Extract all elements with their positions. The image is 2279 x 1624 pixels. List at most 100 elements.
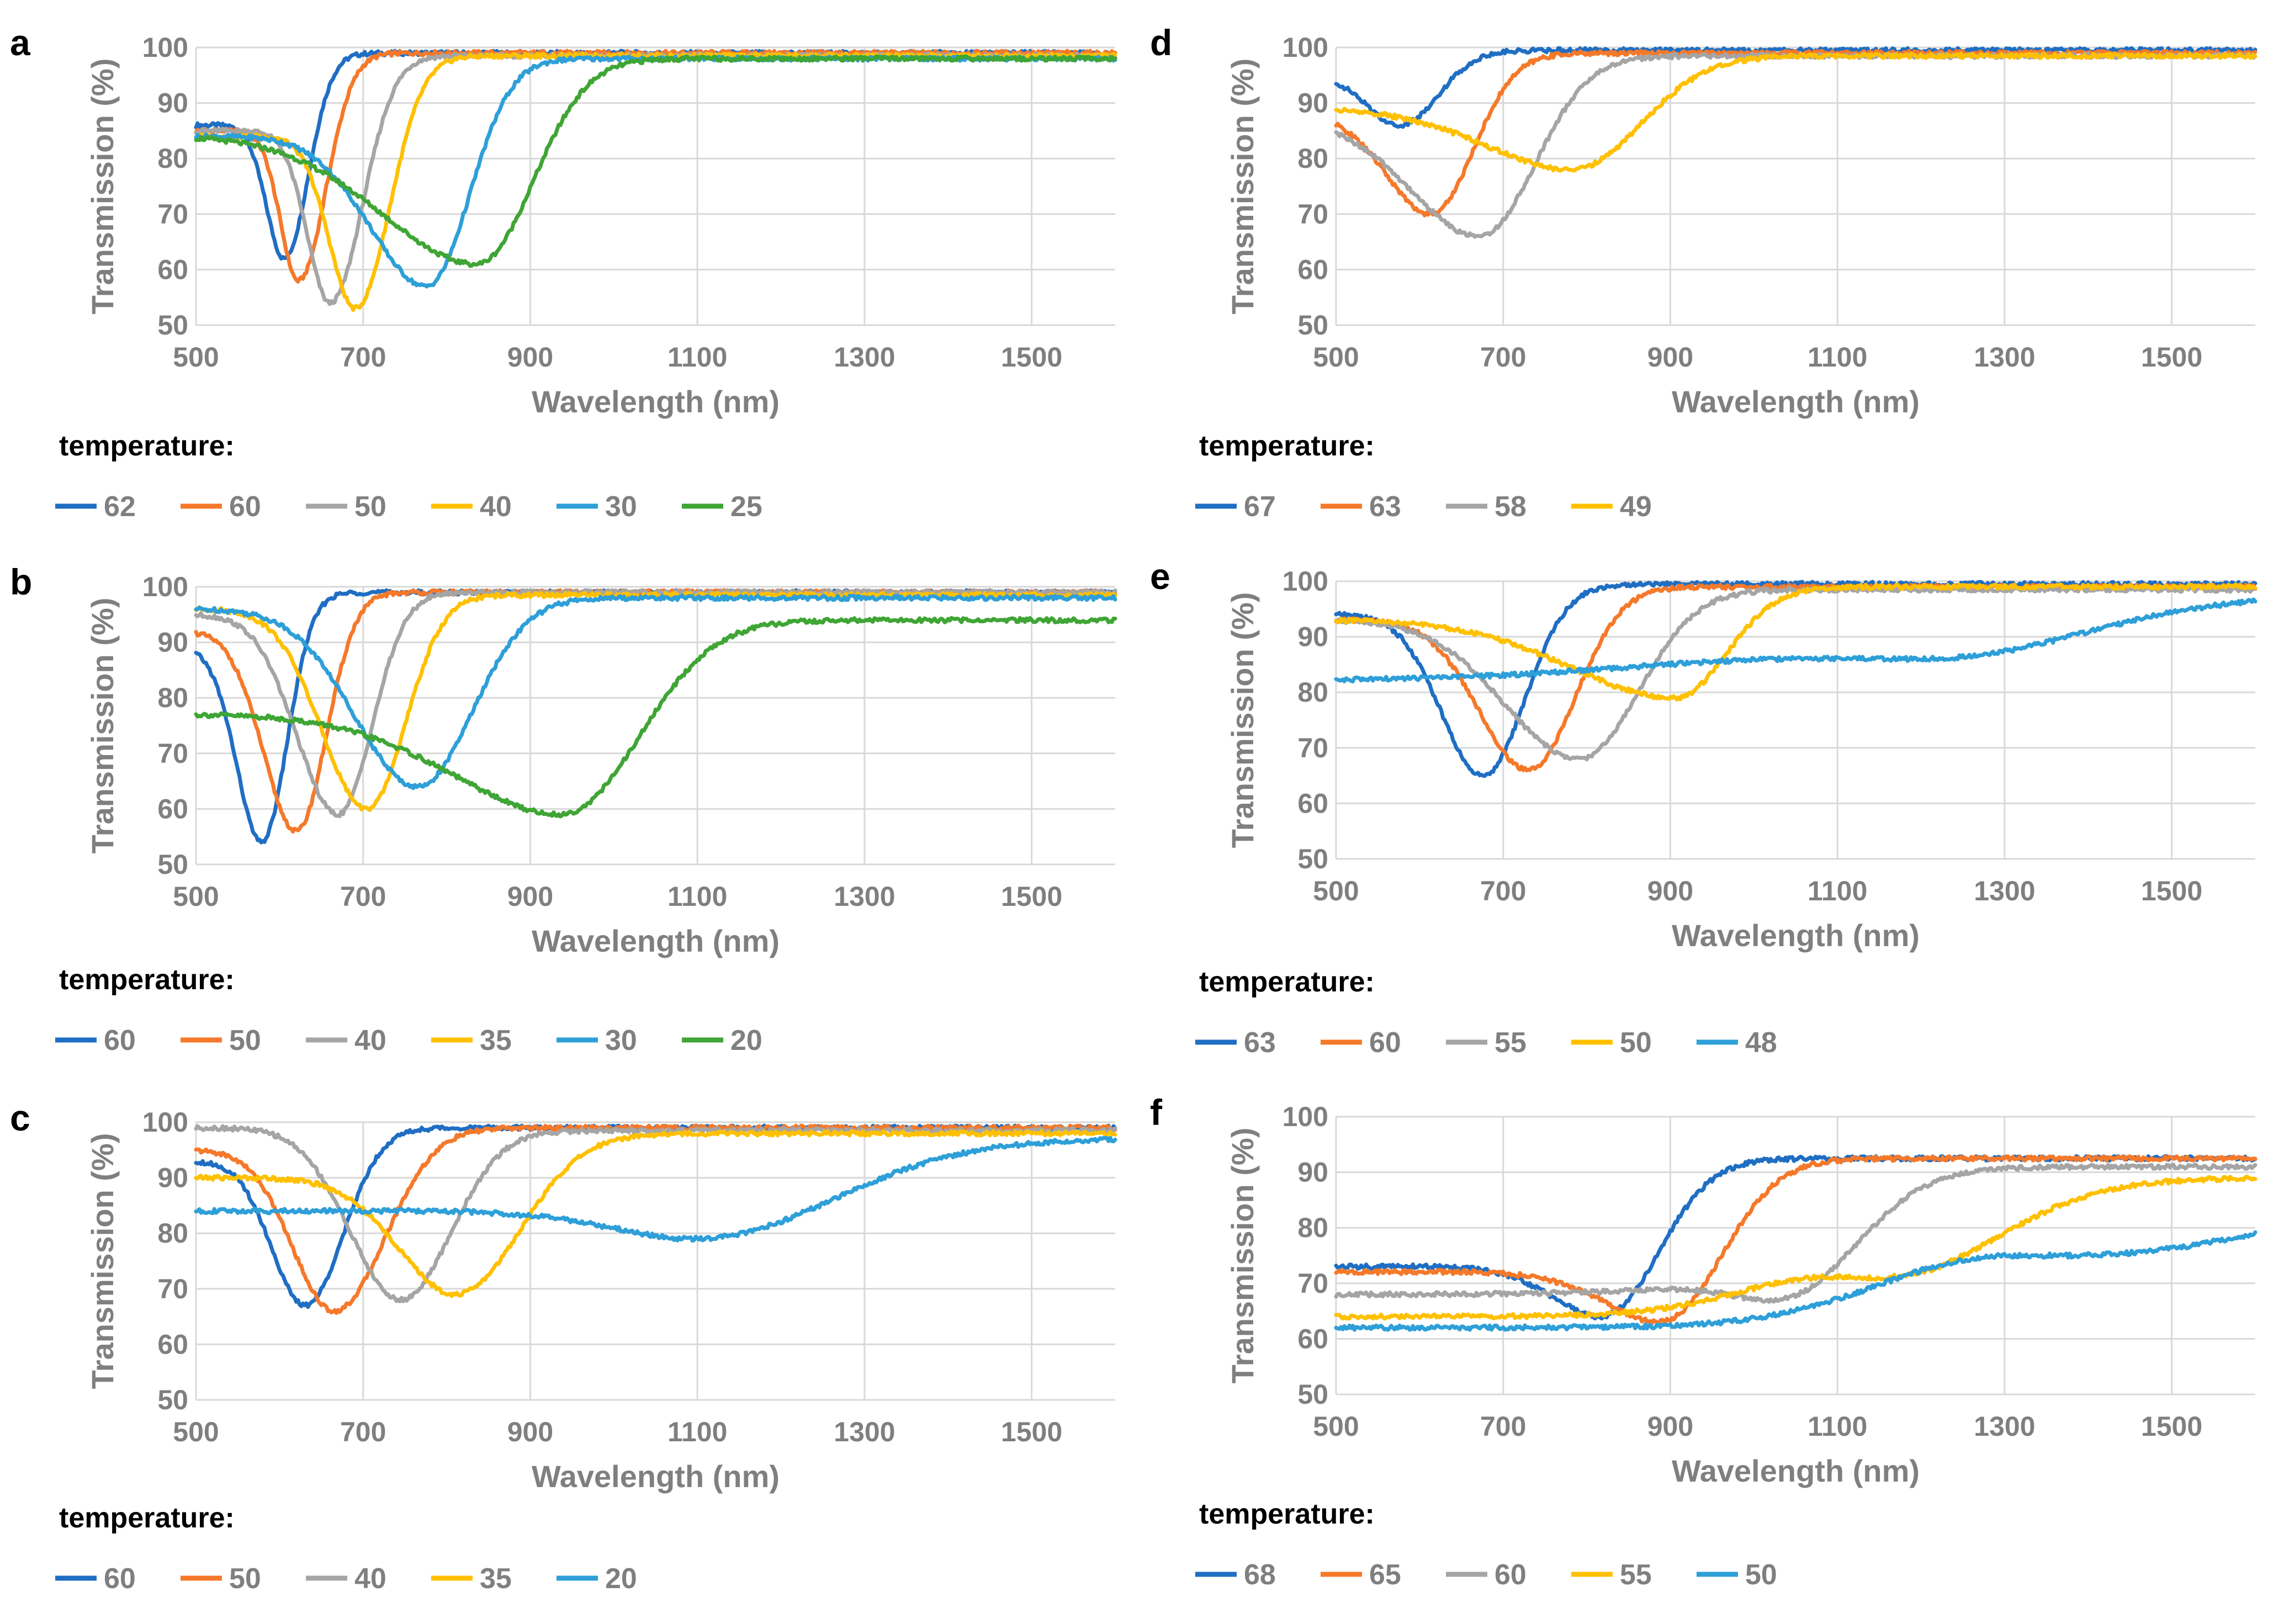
x-tick-label: 500	[173, 881, 219, 912]
y-tick-label: 50	[1297, 843, 1328, 874]
legend-label-60: 60	[104, 1025, 136, 1057]
legend-label-40: 40	[354, 1563, 386, 1595]
y-tick-label: 80	[157, 682, 188, 713]
x-tick-label: 700	[1480, 875, 1526, 906]
x-tick-label: 500	[1313, 342, 1359, 373]
y-tick-label: 80	[157, 143, 188, 174]
legend-heading: temperature:	[1199, 430, 1375, 462]
y-axis-title: Transmission (%)	[1225, 592, 1260, 848]
x-tick-label: 1300	[1974, 1411, 2035, 1442]
y-tick-label: 60	[157, 1329, 188, 1360]
series-line-63	[1334, 580, 2257, 778]
legend-heading: temperature:	[1199, 1498, 1375, 1530]
y-axis-title: Transmission (%)	[1225, 59, 1260, 315]
legend-label-55: 55	[1620, 1559, 1652, 1591]
legend-label-30: 30	[605, 491, 637, 523]
legend-label-60: 60	[229, 491, 261, 523]
y-tick-label: 90	[1297, 88, 1328, 119]
x-tick-label: 1500	[1001, 342, 1062, 373]
y-tick-label: 60	[1297, 788, 1328, 819]
series-line-50	[194, 1123, 1117, 1315]
chart-panel-d: d 50 60 70 80 90 100 500 700 900 1100 1300 1500 Wavel…	[1150, 22, 2257, 523]
x-axis-title: Wavelength (nm)	[1672, 918, 1920, 953]
y-tick-label: 80	[1297, 143, 1328, 174]
y-tick-label: 80	[1297, 1212, 1328, 1243]
x-tick-label: 700	[340, 881, 386, 912]
chart-panel-f: f 50 60 70 80 90 100 500 700 900 1100 1300 1500 Wavel…	[1150, 1092, 2257, 1591]
x-tick-label: 1100	[667, 881, 727, 912]
y-tick-label: 100	[142, 32, 188, 63]
legend-label-68: 68	[1244, 1559, 1276, 1591]
series-line-20	[194, 1135, 1117, 1243]
legend-label-30: 30	[605, 1025, 637, 1057]
series-line-55	[1334, 1174, 2257, 1321]
x-tick-label: 1500	[2141, 875, 2202, 906]
legend-label-48: 48	[1745, 1027, 1777, 1059]
y-tick-label: 50	[1297, 310, 1328, 341]
x-tick-label: 1500	[2141, 342, 2202, 373]
legend-label-50: 50	[354, 491, 386, 523]
x-tick-label: 1100	[1808, 875, 1867, 906]
y-tick-label: 50	[157, 849, 188, 880]
x-tick-label: 1500	[1001, 1416, 1062, 1447]
x-tick-label: 900	[1647, 875, 1693, 906]
chart-panel-c: c 50 60 70 80 90 100 500 700 900 1100 1300 1500 Wavel…	[10, 1097, 1117, 1595]
panel-letter-f: f	[1150, 1092, 1163, 1133]
series-line-25	[194, 54, 1117, 268]
x-tick-label: 500	[173, 342, 219, 373]
y-tick-label: 70	[1297, 1268, 1328, 1299]
series-line-30	[194, 593, 1117, 790]
y-tick-label: 60	[1297, 1323, 1328, 1354]
x-tick-label: 1100	[1808, 1411, 1867, 1442]
legend-label-63: 63	[1244, 1027, 1276, 1059]
x-axis-title: Wavelength (nm)	[532, 384, 780, 419]
y-tick-label: 100	[142, 1107, 188, 1138]
legend-label-20: 20	[605, 1563, 637, 1595]
x-tick-label: 1100	[667, 1416, 727, 1447]
y-axis-title: Transmission (%)	[1225, 1128, 1260, 1384]
y-tick-label: 50	[157, 310, 188, 341]
y-tick-label: 100	[1282, 566, 1328, 597]
series-line-50	[1334, 582, 2257, 702]
legend-label-63: 63	[1369, 491, 1401, 523]
series-line-35	[194, 1129, 1117, 1298]
y-tick-label: 90	[157, 88, 188, 119]
y-axis-title: Transmission (%)	[85, 598, 120, 854]
legend-label-60: 60	[104, 1563, 136, 1595]
legend-label-62: 62	[104, 491, 136, 523]
x-tick-label: 500	[1313, 875, 1359, 906]
series-line-60	[1334, 582, 2257, 773]
legend-heading: temperature:	[59, 430, 235, 462]
x-tick-label: 900	[507, 881, 553, 912]
legend-label-50: 50	[1745, 1559, 1777, 1591]
legend-label-35: 35	[480, 1563, 512, 1595]
legend-label-25: 25	[730, 491, 762, 523]
y-tick-label: 60	[1297, 254, 1328, 285]
y-axis-title: Transmission (%)	[85, 59, 120, 315]
y-tick-label: 90	[157, 1163, 188, 1193]
legend-label-35: 35	[480, 1025, 512, 1057]
chart-panel-a: a 50 60 70 80 90 100 500 700 900 1100 1300 1500 Wavel…	[10, 22, 1117, 523]
y-tick-label: 50	[1297, 1379, 1328, 1410]
legend-label-20: 20	[730, 1025, 762, 1057]
x-tick-label: 900	[507, 342, 553, 373]
legend-heading: temperature:	[1199, 966, 1375, 998]
panel-letter-a: a	[10, 22, 31, 63]
x-tick-label: 900	[1647, 342, 1693, 373]
x-tick-label: 700	[340, 342, 386, 373]
series-line-20	[194, 616, 1117, 819]
y-axis-title: Transmission (%)	[85, 1133, 120, 1389]
legend-label-65: 65	[1369, 1559, 1401, 1591]
y-tick-label: 70	[157, 199, 188, 230]
x-tick-label: 1300	[834, 881, 895, 912]
y-tick-label: 80	[1297, 677, 1328, 708]
x-tick-label: 700	[340, 1416, 386, 1447]
x-tick-label: 1500	[2141, 1411, 2202, 1442]
x-tick-label: 1100	[667, 342, 727, 373]
series-line-48	[1334, 597, 2257, 684]
x-tick-label: 1300	[1974, 875, 2035, 906]
series-line-50	[1334, 1230, 2257, 1332]
x-axis-title: Wavelength (nm)	[532, 924, 780, 958]
series-line-60	[194, 49, 1117, 284]
legend-heading: temperature:	[59, 964, 235, 996]
